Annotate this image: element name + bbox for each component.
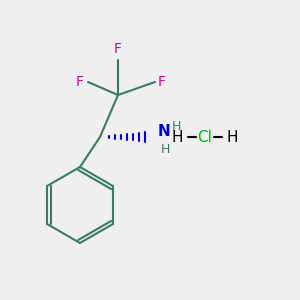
Text: H: H <box>160 143 170 156</box>
Text: Cl: Cl <box>198 130 212 145</box>
Text: F: F <box>76 75 84 89</box>
Text: F: F <box>158 75 166 89</box>
Text: H: H <box>227 130 238 145</box>
Text: N: N <box>158 124 171 140</box>
Text: F: F <box>114 42 122 56</box>
Text: H: H <box>172 130 183 145</box>
Text: H: H <box>172 119 182 133</box>
